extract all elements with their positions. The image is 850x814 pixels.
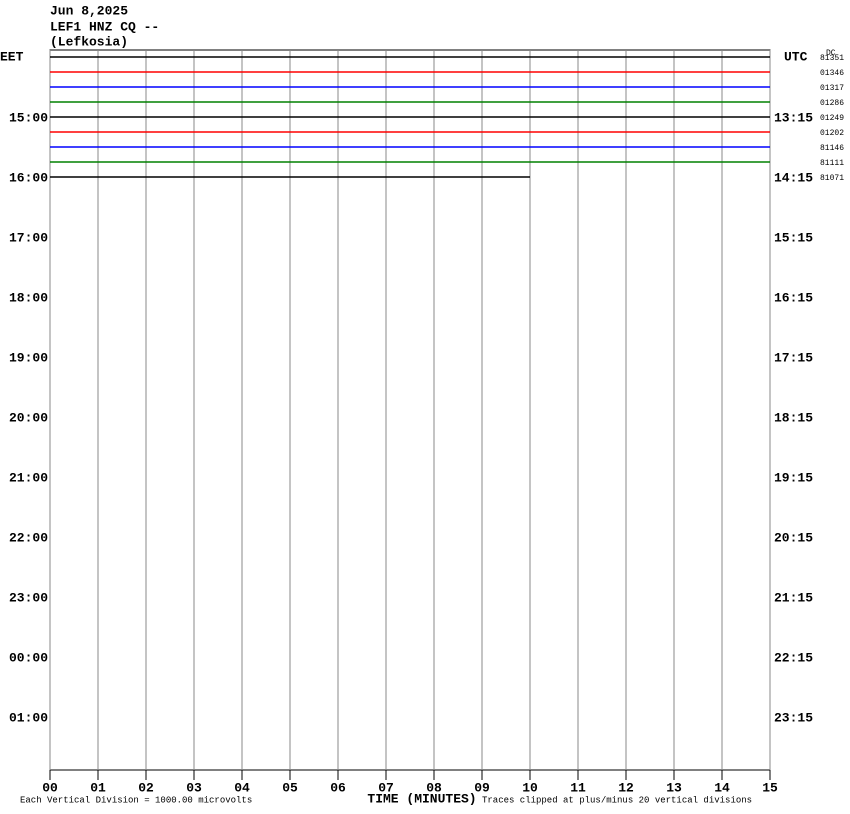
- x-tick-label: 07: [378, 780, 394, 795]
- y2-tick-label: 19:15: [774, 470, 813, 485]
- y-tick-label: 23:00: [9, 590, 48, 605]
- y-tick-label: 01:00: [9, 710, 48, 725]
- x-axis-label: TIME (MINUTES): [367, 791, 476, 806]
- right-axis-label: UTC: [784, 49, 808, 64]
- x-tick-label: 08: [426, 780, 442, 795]
- trace-label: 01202: [820, 129, 844, 138]
- x-tick-label: 05: [282, 780, 298, 795]
- x-tick-label: 03: [186, 780, 202, 795]
- y-tick-label: 16:00: [9, 170, 48, 185]
- x-tick-label: 04: [234, 780, 250, 795]
- trace-label: 81146: [820, 144, 844, 153]
- trace-label: 01286: [820, 99, 844, 108]
- trace-label: 81351: [820, 54, 844, 63]
- y2-tick-label: 23:15: [774, 710, 813, 725]
- x-tick-label: 15: [762, 780, 778, 795]
- title-line: (Lefkosia): [50, 34, 128, 49]
- y-tick-label: 20:00: [9, 410, 48, 425]
- y-tick-label: 18:00: [9, 290, 48, 305]
- trace-label: 01249: [820, 114, 844, 123]
- x-tick-label: 11: [570, 780, 586, 795]
- plot-frame: [49, 49, 771, 771]
- x-tick-label: 12: [618, 780, 634, 795]
- trace-label: 01317: [820, 84, 844, 93]
- footer-right: Traces clipped at plus/minus 20 vertical…: [482, 795, 752, 805]
- y2-tick-label: 14:15: [774, 170, 813, 185]
- x-tick-label: 02: [138, 780, 154, 795]
- y-tick-label: 19:00: [9, 350, 48, 365]
- y2-tick-label: 16:15: [774, 290, 813, 305]
- y-tick-label: 21:00: [9, 470, 48, 485]
- y2-tick-label: 15:15: [774, 230, 813, 245]
- footer-left: Each Vertical Division = 1000.00 microvo…: [20, 795, 252, 805]
- y2-tick-label: 20:15: [774, 530, 813, 545]
- y-tick-label: 22:00: [9, 530, 48, 545]
- x-tick-label: 10: [522, 780, 538, 795]
- title-line: LEF1 HNZ CQ --: [50, 19, 159, 34]
- right-header: DC: [826, 49, 836, 58]
- trace-label: 81071: [820, 174, 844, 183]
- x-tick-label: 00: [42, 780, 58, 795]
- x-tick-label: 01: [90, 780, 106, 795]
- y-tick-label: 17:00: [9, 230, 48, 245]
- y-tick-label: 15:00: [9, 110, 48, 125]
- y2-tick-label: 18:15: [774, 410, 813, 425]
- y-tick-label: 00:00: [9, 650, 48, 665]
- y2-tick-label: 17:15: [774, 350, 813, 365]
- x-tick-label: 14: [714, 780, 730, 795]
- title-line: Jun 8,2025: [50, 3, 128, 18]
- x-tick-label: 13: [666, 780, 682, 795]
- x-tick-label: 09: [474, 780, 490, 795]
- x-tick-label: 06: [330, 780, 346, 795]
- trace-label: 01346: [820, 69, 844, 78]
- left-axis-label: EET: [0, 49, 24, 64]
- trace-label: 81111: [820, 159, 844, 168]
- y2-tick-label: 21:15: [774, 590, 813, 605]
- y2-tick-label: 22:15: [774, 650, 813, 665]
- y2-tick-label: 13:15: [774, 110, 813, 125]
